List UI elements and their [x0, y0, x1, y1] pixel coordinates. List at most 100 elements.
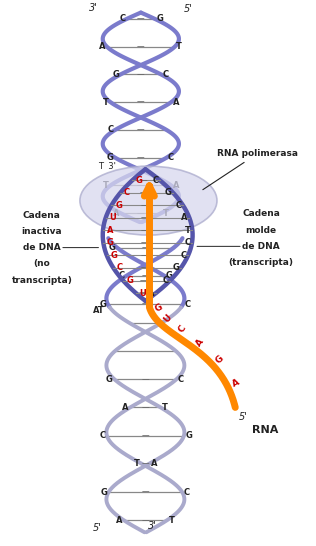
Text: T: T	[134, 459, 140, 468]
Text: T: T	[162, 403, 168, 412]
Text: G: G	[115, 201, 122, 210]
Text: C: C	[175, 201, 181, 210]
Text: C: C	[168, 153, 174, 162]
Text: —: —	[140, 264, 148, 272]
Text: 3': 3'	[89, 3, 98, 13]
Text: A: A	[99, 42, 105, 51]
Text: RNA: RNA	[252, 425, 278, 435]
Text: A: A	[173, 98, 179, 106]
Text: G: G	[166, 271, 173, 280]
Text: de DNA: de DNA	[242, 242, 280, 251]
Text: T: T	[168, 516, 174, 525]
Text: —: —	[142, 431, 149, 440]
Text: —: —	[142, 459, 149, 468]
Text: G: G	[153, 302, 164, 313]
Text: A: A	[150, 459, 157, 468]
Text: —: —	[142, 488, 149, 496]
Text: G: G	[100, 488, 107, 496]
Text: —: —	[140, 276, 147, 285]
Text: —: —	[141, 239, 149, 247]
Text: —: —	[142, 403, 149, 412]
Text: —: —	[137, 42, 145, 51]
Text: Cadena: Cadena	[242, 209, 280, 218]
Ellipse shape	[80, 166, 217, 235]
Text: —: —	[140, 188, 148, 197]
Text: G: G	[107, 239, 114, 247]
Text: —: —	[137, 14, 145, 23]
Text: G: G	[156, 14, 163, 23]
Text: C: C	[99, 431, 105, 440]
Text: transcripta): transcripta)	[11, 276, 72, 284]
Text: T: T	[176, 42, 182, 51]
Text: de DNA: de DNA	[23, 243, 61, 252]
Text: G: G	[112, 70, 119, 79]
Text: 5': 5'	[184, 4, 192, 14]
Text: G: G	[136, 176, 143, 185]
Text: —: —	[142, 243, 149, 252]
Text: C: C	[107, 126, 114, 134]
Text: C: C	[184, 488, 190, 496]
Text: G: G	[106, 375, 113, 384]
Text: —: —	[142, 300, 149, 308]
Text: C: C	[152, 176, 158, 185]
Text: A: A	[112, 209, 119, 218]
Text: C: C	[178, 375, 184, 384]
Text: 5': 5'	[93, 523, 102, 533]
Text: G: G	[99, 300, 106, 308]
Text: C: C	[185, 300, 191, 308]
Text: G: G	[127, 276, 134, 285]
Text: C: C	[119, 14, 125, 23]
Text: C: C	[162, 70, 168, 79]
Text: —: —	[137, 209, 145, 218]
Text: C: C	[184, 239, 191, 247]
Text: G: G	[165, 188, 172, 197]
Text: A: A	[116, 516, 122, 525]
Text: G: G	[185, 431, 192, 440]
Text: —: —	[139, 176, 147, 185]
Text: A: A	[148, 288, 155, 298]
Text: —: —	[142, 271, 149, 280]
Text: —: —	[140, 201, 148, 210]
Text: —: —	[141, 226, 149, 235]
Text: U: U	[139, 288, 146, 298]
Text: G: G	[109, 243, 115, 252]
Text: RNA polimerasa: RNA polimerasa	[203, 149, 298, 189]
Text: T: T	[185, 226, 191, 235]
Text: T  3': T 3'	[98, 162, 116, 171]
Text: —: —	[137, 98, 145, 106]
Text: T: T	[103, 181, 109, 190]
Text: A: A	[195, 337, 206, 348]
Text: AT: AT	[93, 306, 105, 315]
Text: 3': 3'	[149, 521, 157, 531]
Text: G: G	[214, 354, 225, 365]
Text: C: C	[176, 324, 188, 335]
Text: —: —	[141, 251, 148, 260]
Text: A: A	[181, 213, 188, 222]
Text: —: —	[139, 288, 147, 298]
Text: T: T	[163, 209, 168, 218]
Text: 5': 5'	[238, 412, 247, 422]
Text: A: A	[122, 403, 129, 412]
Text: A: A	[173, 181, 179, 190]
Text: G: G	[111, 251, 117, 260]
Text: A: A	[230, 378, 241, 389]
Text: —: —	[137, 153, 145, 162]
Text: Cadena: Cadena	[23, 211, 61, 219]
Text: —: —	[137, 181, 145, 190]
Text: C: C	[124, 188, 130, 197]
Text: T: T	[103, 98, 109, 106]
Text: U: U	[109, 213, 116, 222]
Text: C: C	[117, 264, 123, 272]
Text: —: —	[142, 375, 149, 384]
Text: U: U	[161, 312, 173, 324]
Text: A: A	[106, 226, 113, 235]
Text: C: C	[180, 251, 186, 260]
Text: G: G	[107, 153, 113, 162]
Text: C: C	[162, 276, 168, 285]
Text: —: —	[137, 70, 145, 79]
Text: inactiva: inactiva	[21, 227, 62, 236]
Text: —: —	[137, 126, 145, 134]
Text: (no: (no	[33, 259, 50, 269]
Text: G: G	[173, 264, 179, 272]
Text: molde: molde	[246, 225, 277, 235]
